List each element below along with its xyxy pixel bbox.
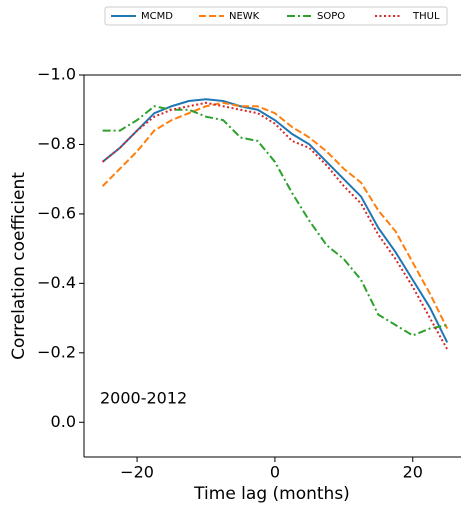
y-tick-label: −0.4 [37, 273, 76, 292]
series-line [101, 101, 449, 350]
x-tick-label: 20 [403, 463, 423, 482]
legend-label: SOPO [317, 11, 345, 22]
y-tick-label: −0.2 [37, 342, 76, 361]
series-line [102, 105, 448, 337]
x-axis-label: Time lag (months) [193, 484, 350, 504]
y-axis-label: Correlation coefficient [9, 172, 29, 360]
y-tick-label: −0.8 [37, 134, 76, 153]
y-tick-label: −0.6 [37, 203, 76, 222]
legend-label: THUL [412, 11, 440, 22]
legend-label: NEWK [229, 11, 260, 22]
series-line [101, 98, 449, 343]
legend-box [104, 6, 448, 26]
legend-label: MCMD [141, 11, 173, 22]
series-line [101, 101, 449, 329]
y-tick-label: −1.0 [37, 65, 76, 84]
x-tick-label: 0 [270, 463, 280, 482]
x-tick-label: −20 [120, 463, 154, 482]
y-tick-label: 0.0 [51, 412, 76, 431]
annotation: 2000-2012 [100, 389, 187, 408]
